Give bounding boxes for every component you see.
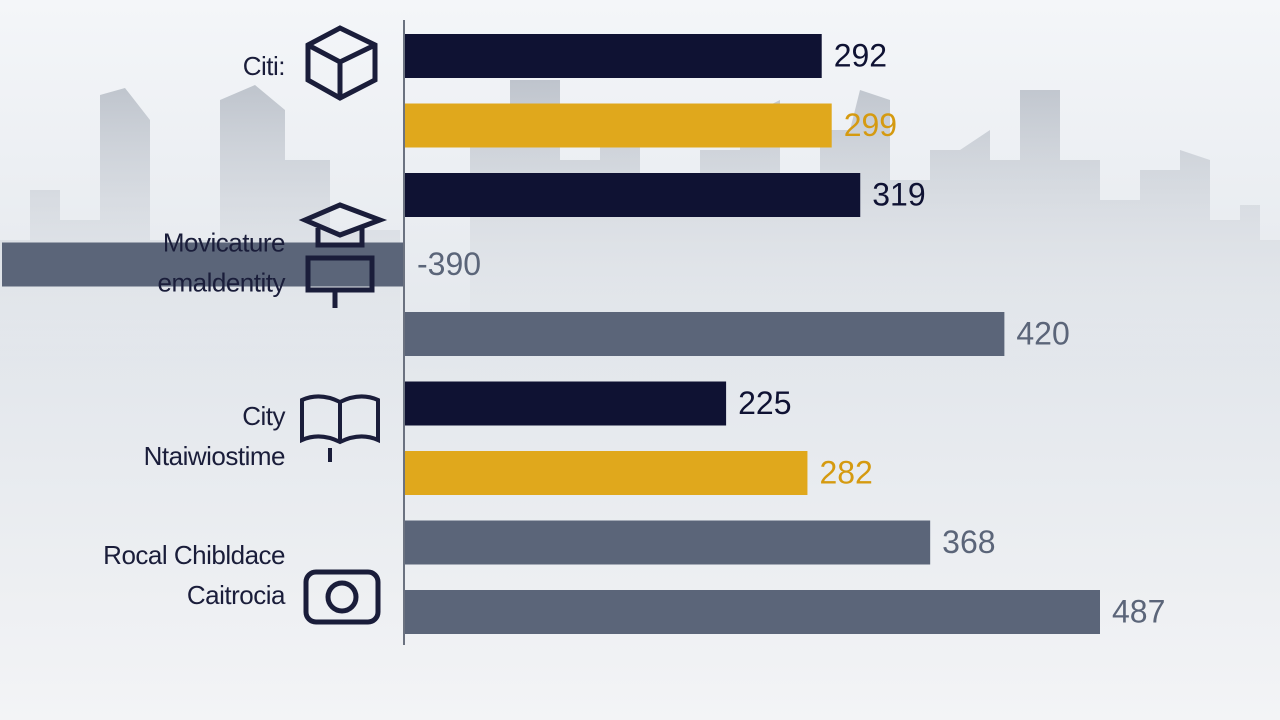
value-label: 319 <box>872 176 925 212</box>
category-label: Caitrocia <box>187 580 286 610</box>
bars: 292 299 319 -390 420 225 282 368 487 <box>2 34 1165 634</box>
category-label: Movicature <box>163 227 285 257</box>
camera-icon <box>303 569 381 625</box>
bar <box>405 590 1100 634</box>
bar <box>405 173 861 217</box>
value-label: 282 <box>819 454 872 490</box>
book-icon <box>300 394 380 462</box>
bar <box>2 242 405 287</box>
category-label: Citi: <box>243 51 285 81</box>
value-label: 487 <box>1112 593 1165 629</box>
camera-lens <box>325 580 359 614</box>
bar <box>405 381 727 426</box>
category-label: Ntaiwiostime <box>144 441 285 471</box>
value-label: 420 <box>1016 315 1069 351</box>
category-label: Rocal Chibldace <box>103 540 285 570</box>
bar <box>405 312 1005 356</box>
value-label: 299 <box>844 107 897 143</box>
bar <box>405 34 822 78</box>
value-label: 368 <box>942 524 995 560</box>
category-label: City <box>242 401 285 431</box>
category-labels: Citi: Movicature emaldentity City Ntaiwiosti… <box>103 51 286 610</box>
bar <box>405 520 931 565</box>
value-label: -390 <box>417 246 481 282</box>
value-label: 225 <box>738 385 791 421</box>
box-icon <box>305 25 378 101</box>
bar <box>405 103 832 148</box>
graduation-icon <box>298 202 388 308</box>
bar <box>405 451 808 495</box>
value-label: 292 <box>834 37 887 73</box>
category-label: emaldentity <box>158 267 286 297</box>
icons <box>298 25 388 625</box>
